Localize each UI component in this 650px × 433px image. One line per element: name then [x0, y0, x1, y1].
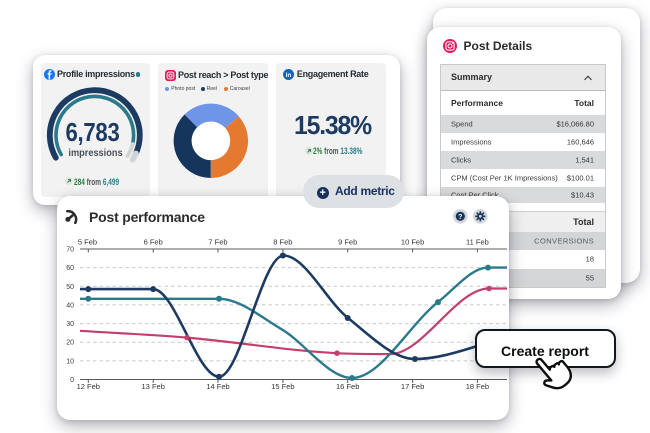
svg-text:30: 30 — [66, 321, 74, 328]
svg-text:7 Feb: 7 Feb — [208, 238, 227, 247]
svg-text:16 Feb: 16 Feb — [336, 382, 359, 391]
svg-text:60: 60 — [66, 265, 74, 272]
svg-text:11 Feb: 11 Feb — [466, 238, 489, 247]
svg-text:5 Feb: 5 Feb — [78, 238, 97, 247]
svg-text:in: in — [285, 72, 291, 79]
svg-text:14 Feb: 14 Feb — [206, 382, 229, 391]
svg-text:0: 0 — [70, 377, 74, 384]
svg-text:10 Feb: 10 Feb — [401, 238, 424, 247]
svg-text:70: 70 — [66, 247, 74, 254]
svg-text:17 Feb: 17 Feb — [401, 382, 424, 391]
svg-text:18 Feb: 18 Feb — [466, 382, 489, 391]
svg-text:13 Feb: 13 Feb — [142, 382, 165, 391]
svg-text:8 Feb: 8 Feb — [273, 238, 292, 247]
svg-text:20: 20 — [66, 340, 74, 347]
svg-text:40: 40 — [66, 302, 74, 309]
svg-text:?: ? — [458, 214, 462, 221]
svg-text:50: 50 — [66, 284, 74, 291]
svg-text:6 Feb: 6 Feb — [144, 238, 163, 247]
svg-text:9 Feb: 9 Feb — [338, 238, 357, 247]
svg-text:12 Feb: 12 Feb — [77, 382, 100, 391]
svg-text:15 Feb: 15 Feb — [271, 382, 294, 391]
svg-text:10: 10 — [66, 358, 74, 365]
